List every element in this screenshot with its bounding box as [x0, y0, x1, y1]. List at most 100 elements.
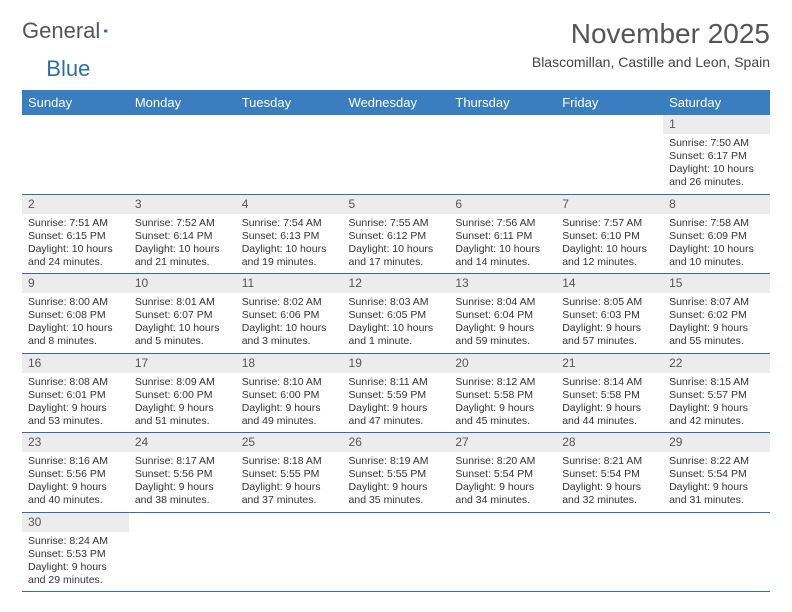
day-body: Sunrise: 8:02 AMSunset: 6:06 PMDaylight:… — [236, 293, 343, 353]
day-body: Sunrise: 8:20 AMSunset: 5:54 PMDaylight:… — [449, 452, 556, 512]
sunrise-text: Sunrise: 8:24 AM — [28, 535, 123, 548]
calendar-day: 25Sunrise: 8:18 AMSunset: 5:55 PMDayligh… — [236, 433, 343, 513]
sunset-text: Sunset: 5:58 PM — [455, 389, 550, 402]
sunrise-text: Sunrise: 7:52 AM — [135, 217, 230, 230]
calendar-day: 28Sunrise: 8:21 AMSunset: 5:54 PMDayligh… — [556, 433, 663, 513]
day-number: 10 — [129, 274, 236, 293]
day-number: 14 — [556, 274, 663, 293]
daylight-text: Daylight: 9 hours and 44 minutes. — [562, 402, 657, 428]
sunrise-text: Sunrise: 7:54 AM — [242, 217, 337, 230]
day-number: 27 — [449, 433, 556, 452]
sunset-text: Sunset: 6:08 PM — [28, 309, 123, 322]
sunrise-text: Sunrise: 8:05 AM — [562, 296, 657, 309]
daylight-text: Daylight: 9 hours and 42 minutes. — [669, 402, 764, 428]
sunset-text: Sunset: 5:56 PM — [135, 468, 230, 481]
day-number: 17 — [129, 354, 236, 373]
calendar-empty — [556, 115, 663, 194]
sunrise-text: Sunrise: 8:07 AM — [669, 296, 764, 309]
sunset-text: Sunset: 6:00 PM — [242, 389, 337, 402]
day-body: Sunrise: 8:12 AMSunset: 5:58 PMDaylight:… — [449, 373, 556, 433]
sunset-text: Sunset: 6:04 PM — [455, 309, 550, 322]
day-body: Sunrise: 7:58 AMSunset: 6:09 PMDaylight:… — [663, 214, 770, 274]
sunrise-text: Sunrise: 8:19 AM — [349, 455, 444, 468]
weekday-header-row: SundayMondayTuesdayWednesdayThursdayFrid… — [22, 90, 770, 115]
sunrise-text: Sunrise: 7:57 AM — [562, 217, 657, 230]
day-body: Sunrise: 8:18 AMSunset: 5:55 PMDaylight:… — [236, 452, 343, 512]
daylight-text: Daylight: 10 hours and 8 minutes. — [28, 322, 123, 348]
daylight-text: Daylight: 10 hours and 21 minutes. — [135, 243, 230, 269]
day-number: 30 — [22, 513, 129, 532]
sunrise-text: Sunrise: 8:15 AM — [669, 376, 764, 389]
day-number: 4 — [236, 195, 343, 214]
sunset-text: Sunset: 6:09 PM — [669, 230, 764, 243]
sunset-text: Sunset: 5:56 PM — [28, 468, 123, 481]
sunrise-text: Sunrise: 8:22 AM — [669, 455, 764, 468]
day-number: 1 — [663, 115, 770, 134]
day-body: Sunrise: 7:56 AMSunset: 6:11 PMDaylight:… — [449, 214, 556, 274]
day-body: Sunrise: 8:22 AMSunset: 5:54 PMDaylight:… — [663, 452, 770, 512]
sunset-text: Sunset: 6:11 PM — [455, 230, 550, 243]
sunrise-text: Sunrise: 8:12 AM — [455, 376, 550, 389]
calendar-empty — [449, 115, 556, 194]
day-body: Sunrise: 8:05 AMSunset: 6:03 PMDaylight:… — [556, 293, 663, 353]
calendar-empty — [663, 512, 770, 592]
weekday-header: Friday — [556, 90, 663, 115]
calendar-week-row: 23Sunrise: 8:16 AMSunset: 5:56 PMDayligh… — [22, 433, 770, 513]
calendar-week-row: 2Sunrise: 7:51 AMSunset: 6:15 PMDaylight… — [22, 194, 770, 274]
sunset-text: Sunset: 5:55 PM — [242, 468, 337, 481]
daylight-text: Daylight: 9 hours and 31 minutes. — [669, 481, 764, 507]
calendar-week-row: 16Sunrise: 8:08 AMSunset: 6:01 PMDayligh… — [22, 353, 770, 433]
daylight-text: Daylight: 10 hours and 12 minutes. — [562, 243, 657, 269]
sunrise-text: Sunrise: 8:21 AM — [562, 455, 657, 468]
day-body: Sunrise: 8:01 AMSunset: 6:07 PMDaylight:… — [129, 293, 236, 353]
day-number: 3 — [129, 195, 236, 214]
sunrise-text: Sunrise: 8:02 AM — [242, 296, 337, 309]
calendar-week-row: 30Sunrise: 8:24 AMSunset: 5:53 PMDayligh… — [22, 512, 770, 592]
sunset-text: Sunset: 6:14 PM — [135, 230, 230, 243]
calendar-day: 21Sunrise: 8:14 AMSunset: 5:58 PMDayligh… — [556, 353, 663, 433]
calendar-day: 6Sunrise: 7:56 AMSunset: 6:11 PMDaylight… — [449, 194, 556, 274]
daylight-text: Daylight: 10 hours and 1 minute. — [349, 322, 444, 348]
daylight-text: Daylight: 10 hours and 14 minutes. — [455, 243, 550, 269]
day-number: 22 — [663, 354, 770, 373]
day-number: 11 — [236, 274, 343, 293]
sunrise-text: Sunrise: 8:04 AM — [455, 296, 550, 309]
calendar-empty — [343, 512, 450, 592]
day-number: 5 — [343, 195, 450, 214]
calendar-day: 29Sunrise: 8:22 AMSunset: 5:54 PMDayligh… — [663, 433, 770, 513]
daylight-text: Daylight: 9 hours and 34 minutes. — [455, 481, 550, 507]
daylight-text: Daylight: 9 hours and 53 minutes. — [28, 402, 123, 428]
logo: General — [22, 18, 132, 44]
sunset-text: Sunset: 6:10 PM — [562, 230, 657, 243]
day-body: Sunrise: 8:14 AMSunset: 5:58 PMDaylight:… — [556, 373, 663, 433]
calendar-day: 23Sunrise: 8:16 AMSunset: 5:56 PMDayligh… — [22, 433, 129, 513]
daylight-text: Daylight: 9 hours and 45 minutes. — [455, 402, 550, 428]
calendar-day: 30Sunrise: 8:24 AMSunset: 5:53 PMDayligh… — [22, 512, 129, 592]
sunset-text: Sunset: 6:00 PM — [135, 389, 230, 402]
daylight-text: Daylight: 9 hours and 49 minutes. — [242, 402, 337, 428]
sunrise-text: Sunrise: 8:16 AM — [28, 455, 123, 468]
day-body: Sunrise: 8:03 AMSunset: 6:05 PMDaylight:… — [343, 293, 450, 353]
calendar-week-row: 9Sunrise: 8:00 AMSunset: 6:08 PMDaylight… — [22, 274, 770, 354]
day-body: Sunrise: 7:55 AMSunset: 6:12 PMDaylight:… — [343, 214, 450, 274]
day-number: 21 — [556, 354, 663, 373]
day-body: Sunrise: 8:07 AMSunset: 6:02 PMDaylight:… — [663, 293, 770, 353]
sunset-text: Sunset: 6:15 PM — [28, 230, 123, 243]
day-body: Sunrise: 7:54 AMSunset: 6:13 PMDaylight:… — [236, 214, 343, 274]
sunset-text: Sunset: 5:55 PM — [349, 468, 444, 481]
sunrise-text: Sunrise: 8:11 AM — [349, 376, 444, 389]
page-subtitle: Blascomillan, Castille and Leon, Spain — [532, 54, 770, 70]
sunset-text: Sunset: 6:02 PM — [669, 309, 764, 322]
sunset-text: Sunset: 6:05 PM — [349, 309, 444, 322]
calendar-empty — [556, 512, 663, 592]
day-number: 15 — [663, 274, 770, 293]
daylight-text: Daylight: 10 hours and 10 minutes. — [669, 243, 764, 269]
sunset-text: Sunset: 5:54 PM — [669, 468, 764, 481]
day-number: 18 — [236, 354, 343, 373]
sunrise-text: Sunrise: 8:09 AM — [135, 376, 230, 389]
sunset-text: Sunset: 5:54 PM — [455, 468, 550, 481]
day-number: 26 — [343, 433, 450, 452]
daylight-text: Daylight: 9 hours and 47 minutes. — [349, 402, 444, 428]
daylight-text: Daylight: 9 hours and 51 minutes. — [135, 402, 230, 428]
sunrise-text: Sunrise: 8:08 AM — [28, 376, 123, 389]
